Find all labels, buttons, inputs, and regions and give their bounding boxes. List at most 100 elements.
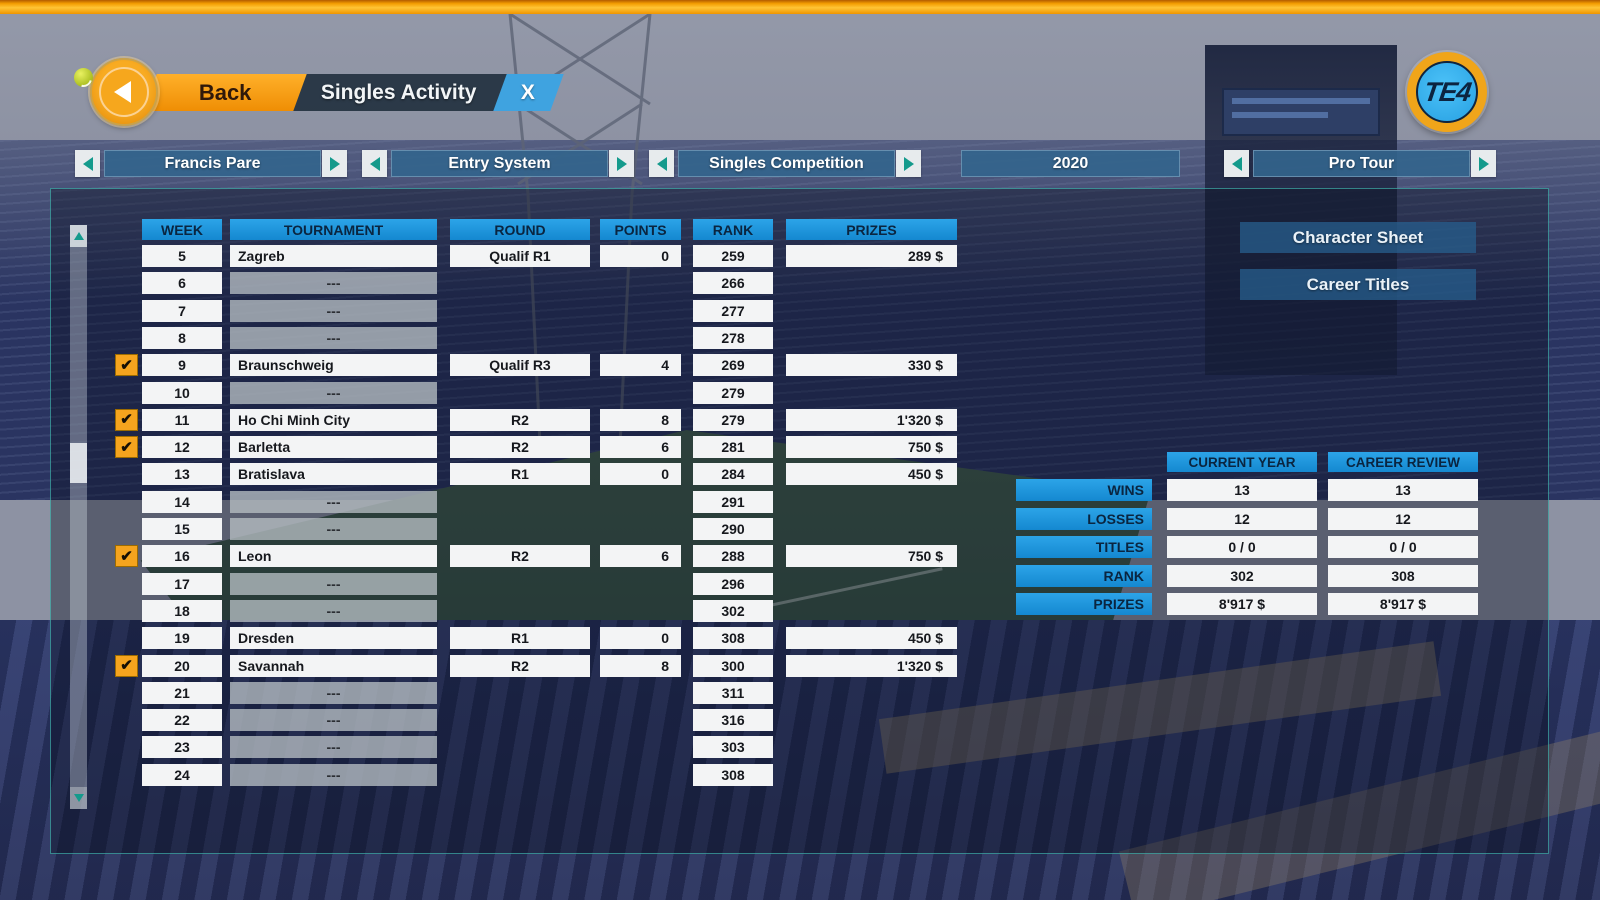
week-cell: 15 [142, 518, 222, 540]
scrollbar-thumb[interactable] [70, 443, 87, 483]
points-cell: 6 [600, 436, 681, 459]
tournament-cell[interactable]: Barletta [230, 436, 437, 459]
te4-logo: TE4 [1407, 52, 1487, 132]
tournament-cell[interactable]: Leon [230, 545, 437, 568]
points-cell: 8 [600, 654, 681, 677]
year-label: 2020 [1052, 154, 1089, 172]
stadium-scoreboard [1205, 45, 1397, 375]
rank-cell: 308 [693, 627, 773, 650]
week-checkbox[interactable]: ✔ [115, 545, 138, 568]
back-button[interactable]: Back [143, 74, 307, 111]
back-circle-button[interactable] [90, 58, 158, 126]
stat-career-value: 13 [1328, 479, 1478, 501]
tournament-cell[interactable]: Bratislava [230, 463, 437, 486]
tournament-cell[interactable]: Dresden [230, 627, 437, 650]
tournament-cell-empty: --- [230, 763, 437, 786]
stat-current-value: 8'917 $ [1167, 593, 1317, 615]
prizes-cell: 289 $ [786, 245, 957, 267]
week-cell: 17 [142, 572, 222, 595]
top-orange-bar [0, 0, 1600, 14]
week-cell: 23 [142, 736, 222, 759]
rank-cell: 311 [693, 681, 773, 704]
competition-prev-button[interactable] [649, 150, 674, 177]
competition-next-button[interactable] [896, 150, 921, 177]
stat-career-value: 12 [1328, 508, 1478, 530]
stat-current-value: 12 [1167, 508, 1317, 530]
week-checkbox[interactable]: ✔ [115, 354, 138, 377]
tournament-cell-empty: --- [230, 681, 437, 704]
tournament-cell-empty: --- [230, 326, 437, 349]
triangle-up-icon [73, 232, 84, 240]
prizes-cell: 450 $ [786, 463, 957, 486]
header-rank: RANK [693, 219, 773, 240]
te4-logo-text: TE4 [1421, 76, 1473, 107]
week-cell: 18 [142, 599, 222, 622]
rank-cell: 300 [693, 654, 773, 677]
stat-current-value: 0 / 0 [1167, 536, 1317, 558]
week-cell: 10 [142, 381, 222, 404]
prizes-cell: 750 $ [786, 436, 957, 459]
stat-career-value: 0 / 0 [1328, 536, 1478, 558]
entry-next-button[interactable] [609, 150, 634, 177]
stat-label: WINS [1016, 479, 1152, 501]
tournament-cell-empty: --- [230, 572, 437, 595]
week-cell: 20 [142, 654, 222, 677]
player-next-button[interactable] [322, 150, 347, 177]
tennis-ball-icon [74, 68, 93, 87]
entry-prev-button[interactable] [362, 150, 387, 177]
week-cell: 21 [142, 681, 222, 704]
round-cell: Qualif R3 [450, 354, 590, 377]
character-sheet-button[interactable]: Character Sheet [1240, 222, 1476, 253]
week-cell: 9 [142, 354, 222, 377]
tour-prev-button[interactable] [1224, 150, 1249, 177]
round-cell: R2 [450, 408, 590, 431]
stat-current-value: 13 [1167, 479, 1317, 501]
arrow-right-icon [329, 156, 340, 171]
tournament-cell[interactable]: Braunschweig [230, 354, 437, 377]
tour-next-button[interactable] [1471, 150, 1496, 177]
week-checkbox[interactable]: ✔ [115, 408, 138, 431]
career-titles-button[interactable]: Career Titles [1240, 269, 1476, 300]
stat-current-value: 302 [1167, 565, 1317, 587]
year-selector: 2020 [961, 150, 1180, 177]
rank-cell: 316 [693, 709, 773, 732]
round-cell: R2 [450, 436, 590, 459]
player-prev-button[interactable] [75, 150, 100, 177]
tournament-cell[interactable]: Ho Chi Minh City [230, 408, 437, 431]
week-cell: 13 [142, 463, 222, 486]
rank-cell: 259 [693, 245, 773, 267]
competition-label: Singles Competition [709, 154, 864, 172]
rank-cell: 308 [693, 763, 773, 786]
tournament-cell[interactable]: Savannah [230, 654, 437, 677]
page-title-tab: Singles Activity [286, 74, 512, 111]
tournament-cell[interactable]: Zagreb [230, 245, 437, 267]
scrollbar-up-button[interactable] [70, 225, 87, 247]
arrow-left-icon [656, 156, 667, 171]
points-cell: 0 [600, 463, 681, 486]
prizes-cell: 450 $ [786, 627, 957, 650]
rank-cell: 303 [693, 736, 773, 759]
arrow-right-icon [1478, 156, 1489, 171]
week-checkbox[interactable]: ✔ [115, 654, 138, 677]
tournament-cell-empty: --- [230, 599, 437, 622]
arrow-left-icon [82, 156, 93, 171]
week-checkbox[interactable]: ✔ [115, 436, 138, 459]
round-cell: R2 [450, 654, 590, 677]
entry-selector: Entry System [391, 150, 608, 177]
stats-header-current-year: CURRENT YEAR [1167, 452, 1317, 472]
arrow-right-icon [903, 156, 914, 171]
stat-label: LOSSES [1016, 508, 1152, 530]
round-cell: R2 [450, 545, 590, 568]
rank-cell: 291 [693, 490, 773, 513]
prizes-cell: 330 $ [786, 354, 957, 377]
header-tournament: TOURNAMENT [230, 219, 437, 240]
tour-selector: Pro Tour [1253, 150, 1470, 177]
rank-cell: 281 [693, 436, 773, 459]
entry-label: Entry System [448, 154, 551, 172]
prizes-cell: 1'320 $ [786, 654, 957, 677]
scrollbar-down-button[interactable] [70, 787, 87, 809]
week-cell: 12 [142, 436, 222, 459]
scrollbar-track[interactable] [70, 247, 87, 787]
tournament-cell-empty: --- [230, 272, 437, 295]
